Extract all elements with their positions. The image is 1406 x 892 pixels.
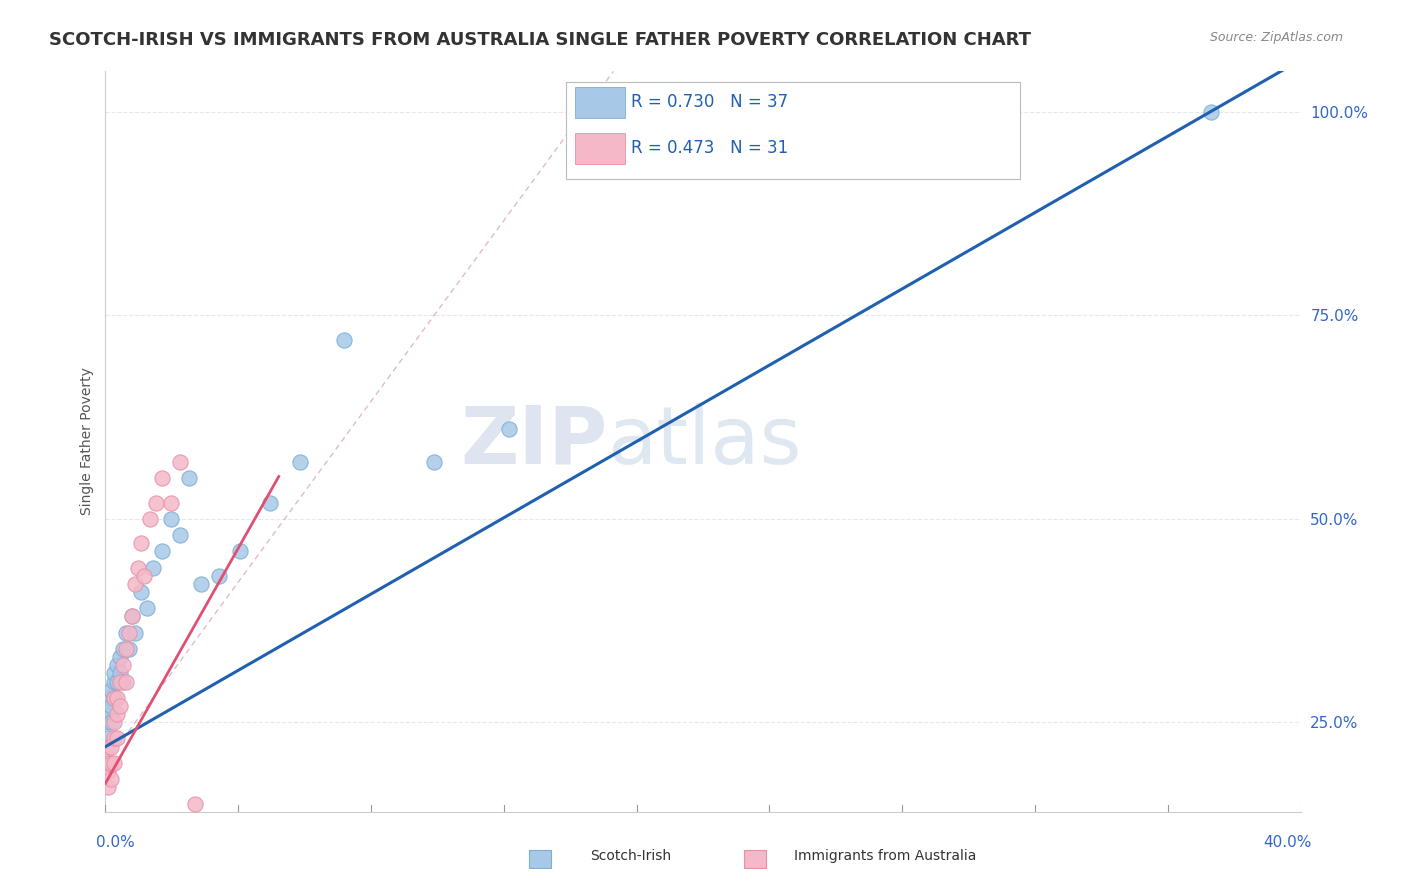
Point — [184, 797, 207, 811]
Text: Scotch-Irish: Scotch-Irish — [591, 849, 672, 863]
Point — [112, 658, 135, 673]
Point — [127, 560, 149, 574]
Point — [118, 625, 141, 640]
Point — [288, 455, 311, 469]
Point — [110, 650, 132, 665]
Point — [1199, 105, 1222, 120]
Point — [124, 625, 146, 640]
Point — [259, 495, 281, 509]
FancyBboxPatch shape — [575, 87, 626, 118]
Point — [115, 674, 138, 689]
Point — [333, 333, 356, 347]
Point — [498, 422, 520, 436]
Text: R = 0.473   N = 31: R = 0.473 N = 31 — [631, 139, 789, 157]
Point — [136, 601, 159, 615]
Point — [110, 674, 132, 689]
FancyBboxPatch shape — [575, 133, 626, 164]
Point — [118, 642, 141, 657]
Text: Immigrants from Australia: Immigrants from Australia — [794, 849, 977, 863]
Point — [423, 455, 446, 469]
Point — [97, 764, 120, 778]
Point — [110, 666, 132, 681]
Point — [121, 609, 143, 624]
Point — [103, 715, 125, 730]
Point — [97, 756, 120, 770]
Point — [100, 739, 122, 754]
Point — [107, 707, 129, 722]
Point — [169, 528, 191, 542]
Point — [100, 715, 122, 730]
Point — [107, 690, 129, 705]
Point — [97, 731, 120, 746]
Point — [97, 780, 120, 795]
Point — [190, 577, 212, 591]
Point — [107, 674, 129, 689]
Y-axis label: Single Father Poverty: Single Father Poverty — [80, 368, 94, 516]
Point — [129, 585, 153, 599]
FancyBboxPatch shape — [565, 82, 1019, 178]
Point — [100, 772, 122, 787]
Point — [97, 739, 120, 754]
Point — [115, 642, 138, 657]
Point — [115, 625, 138, 640]
Point — [103, 690, 125, 705]
Point — [150, 471, 173, 485]
Point — [112, 674, 135, 689]
Point — [107, 731, 129, 746]
Text: 40.0%: 40.0% — [1264, 835, 1312, 849]
Point — [160, 495, 183, 509]
Point — [103, 731, 125, 746]
Text: ZIP: ZIP — [460, 402, 607, 481]
Point — [107, 658, 129, 673]
Point — [103, 666, 125, 681]
Point — [134, 568, 156, 582]
Text: Source: ZipAtlas.com: Source: ZipAtlas.com — [1209, 31, 1343, 45]
Point — [208, 568, 231, 582]
Point — [150, 544, 173, 558]
Point — [169, 455, 191, 469]
Text: atlas: atlas — [607, 402, 801, 481]
Point — [112, 642, 135, 657]
Point — [97, 690, 120, 705]
Point — [103, 690, 125, 705]
Text: 0.0%: 0.0% — [96, 835, 135, 849]
Point — [110, 698, 132, 713]
Point — [100, 707, 122, 722]
Text: R = 0.730   N = 37: R = 0.730 N = 37 — [631, 94, 789, 112]
Point — [142, 560, 165, 574]
Point — [103, 674, 125, 689]
Point — [160, 512, 183, 526]
Point — [121, 609, 143, 624]
Text: SCOTCH-IRISH VS IMMIGRANTS FROM AUSTRALIA SINGLE FATHER POVERTY CORRELATION CHAR: SCOTCH-IRISH VS IMMIGRANTS FROM AUSTRALI… — [49, 31, 1031, 49]
Point — [100, 698, 122, 713]
Point — [990, 129, 1012, 144]
Point — [145, 495, 167, 509]
Point — [139, 512, 162, 526]
Point — [97, 715, 120, 730]
Point — [129, 536, 153, 550]
Point — [177, 471, 201, 485]
Point — [100, 682, 122, 697]
Point — [103, 756, 125, 770]
Point — [229, 544, 252, 558]
Point — [124, 577, 146, 591]
Point — [100, 756, 122, 770]
